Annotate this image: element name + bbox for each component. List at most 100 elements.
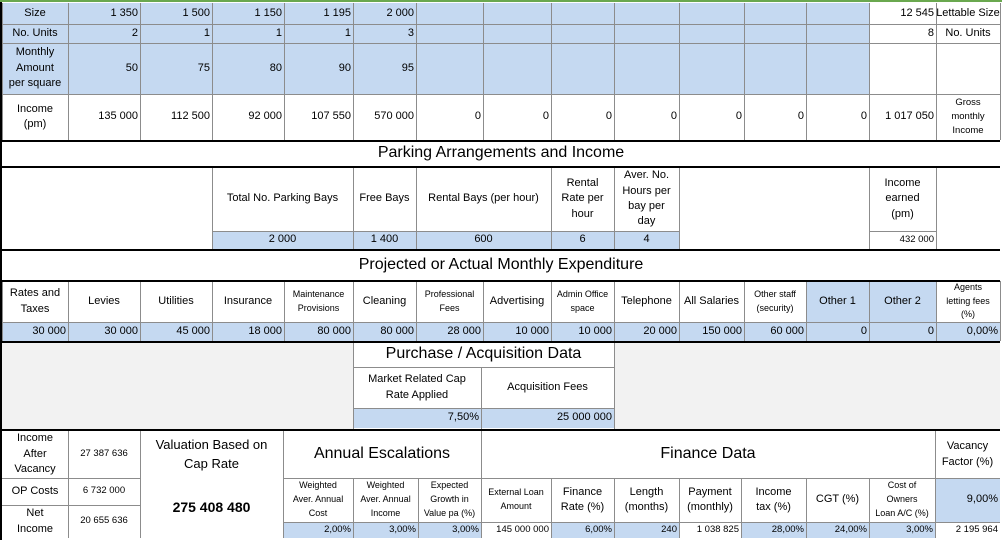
expenditure-value[interactable]: 20 000 [614, 322, 679, 341]
parking-title: Parking Arrangements and Income [2, 141, 1000, 166]
finance-value[interactable]: 24,00% [806, 522, 869, 538]
expenditure-value[interactable]: 80 000 [353, 322, 416, 341]
expenditure-value[interactable]: 150 000 [679, 322, 744, 341]
size-value[interactable]: 1 500 [140, 3, 212, 24]
income-value: 107 550 [284, 94, 353, 140]
units-value[interactable]: 1 [140, 24, 212, 43]
empty-input[interactable] [614, 24, 679, 43]
expenditure-header: Advertising [483, 281, 551, 322]
cap-rate-value[interactable]: 7,50% [353, 408, 481, 428]
grid-line [353, 478, 354, 538]
size-value[interactable]: 1 350 [68, 3, 140, 24]
finance-title: Finance Data [481, 431, 935, 478]
monthly-amount-value[interactable]: 90 [284, 43, 353, 94]
empty-input[interactable] [551, 3, 614, 24]
empty-input[interactable] [614, 3, 679, 24]
grid-line [741, 478, 742, 538]
grid-line [2, 140, 1000, 142]
monthly-amount-value[interactable]: 50 [68, 43, 140, 94]
grid-line [283, 478, 1000, 479]
parking-free-bays[interactable]: 1 400 [353, 231, 416, 249]
income-value: 0 [614, 94, 679, 140]
parking-hours[interactable]: 4 [614, 231, 679, 249]
empty-input[interactable] [806, 24, 869, 43]
size-value[interactable]: 1 195 [284, 3, 353, 24]
empty-input[interactable] [806, 3, 869, 24]
empty-input[interactable] [416, 3, 483, 24]
grid-line [2, 166, 1000, 168]
parking-rental-rate[interactable]: 6 [551, 231, 614, 249]
size-value[interactable]: 1 150 [212, 3, 284, 24]
grid-line [614, 342, 615, 430]
expenditure-value[interactable]: 45 000 [140, 322, 212, 341]
empty-cell [2, 167, 212, 249]
finance-value[interactable]: 28,00% [741, 522, 806, 538]
empty-input[interactable] [679, 43, 744, 94]
escalation-value[interactable]: 3,00% [353, 522, 418, 538]
expenditure-value[interactable]: 0 [869, 322, 936, 341]
empty-cell [869, 43, 936, 94]
empty-input[interactable] [483, 43, 551, 94]
empty-input[interactable] [679, 24, 744, 43]
grid-line [481, 367, 482, 430]
finance-value[interactable]: 145 000 000 [481, 522, 551, 538]
expenditure-header: Utilities [140, 281, 212, 322]
expenditure-value[interactable]: 10 000 [483, 322, 551, 341]
monthly-amount-value[interactable]: 80 [212, 43, 284, 94]
empty-input[interactable] [744, 3, 806, 24]
acquisition-fees-value[interactable]: 25 000 000 [481, 408, 614, 428]
expenditure-value[interactable]: 28 000 [416, 322, 483, 341]
expenditure-header: Levies [68, 281, 140, 322]
empty-input[interactable] [744, 24, 806, 43]
grid-line [1000, 3, 1001, 140]
empty-input[interactable] [551, 24, 614, 43]
empty-input[interactable] [679, 3, 744, 24]
gross-income-total: 1 017 050 [869, 94, 936, 140]
units-value[interactable]: 1 [284, 24, 353, 43]
monthly-amount-value[interactable]: 95 [353, 43, 416, 94]
finance-value[interactable]: 6,00% [551, 522, 614, 538]
finance-header: Payment (monthly) [679, 478, 741, 522]
units-total: 8 [869, 24, 936, 43]
expenditure-value[interactable]: 60 000 [744, 322, 806, 341]
vacancy-value[interactable]: 9,00% [935, 478, 1000, 522]
expenditure-value[interactable]: 18 000 [212, 322, 284, 341]
grid-line [614, 3, 615, 140]
parking-total-bays[interactable]: 2 000 [212, 231, 353, 249]
grid-line [353, 342, 354, 430]
empty-input[interactable] [416, 24, 483, 43]
empty-input[interactable] [416, 43, 483, 94]
empty-input[interactable] [806, 43, 869, 94]
empty-input[interactable] [614, 43, 679, 94]
expenditure-value[interactable]: 0 [806, 322, 869, 341]
income-value: 0 [744, 94, 806, 140]
valuation-value: 275 408 480 [140, 478, 283, 538]
parking-header: Rental Bays (per hour) [416, 167, 551, 231]
expenditure-value[interactable]: 10 000 [551, 322, 614, 341]
size-value[interactable]: 2 000 [353, 3, 416, 24]
expenditure-value[interactable]: 30 000 [2, 322, 68, 341]
monthly-amount-value[interactable]: 75 [140, 43, 212, 94]
finance-value[interactable]: 3,00% [869, 522, 935, 538]
expenditure-value[interactable]: 80 000 [284, 322, 353, 341]
units-label: No. Units [2, 24, 68, 43]
units-value[interactable]: 2 [68, 24, 140, 43]
parking-rental-bays[interactable]: 600 [416, 231, 551, 249]
empty-input[interactable] [483, 24, 551, 43]
empty-input[interactable] [551, 43, 614, 94]
units-value[interactable]: 1 [212, 24, 284, 43]
expenditure-header: Maintenance Provisions [284, 281, 353, 322]
expenditure-value[interactable]: 30 000 [68, 322, 140, 341]
expenditure-value[interactable]: 0,00% [936, 322, 1000, 341]
escalation-value[interactable]: 3,00% [418, 522, 481, 538]
vacancy-label: Vacancy Factor (%) [935, 431, 1000, 478]
finance-value[interactable]: 240 [614, 522, 679, 538]
size-label: Size [2, 3, 68, 24]
units-value[interactable]: 3 [353, 24, 416, 43]
escalation-value[interactable]: 2,00% [283, 522, 353, 538]
income-value: 92 000 [212, 94, 284, 140]
empty-input[interactable] [744, 43, 806, 94]
finance-value[interactable]: 1 038 825 [679, 522, 741, 538]
monthly-amount-label: Monthly Amount per square [2, 43, 68, 94]
empty-input[interactable] [483, 3, 551, 24]
